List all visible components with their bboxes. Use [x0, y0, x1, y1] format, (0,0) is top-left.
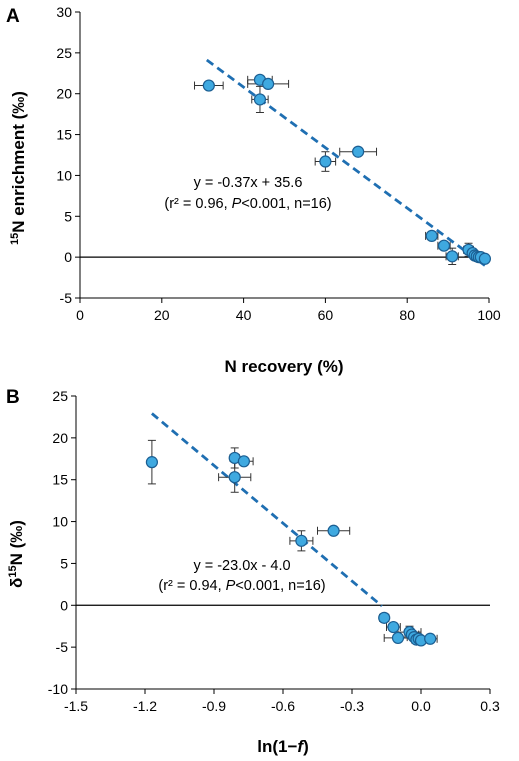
panel-b-x-tick-label: -0.6 — [271, 698, 295, 714]
panel-b-y-tick-label: 10 — [52, 514, 68, 530]
panel-b-x-label-f: f — [297, 737, 305, 756]
panel-b-x-tick-label: -1.5 — [64, 698, 88, 714]
panel-b-data-point — [145, 456, 158, 469]
panel-b-y-tick-label: 15 — [52, 472, 68, 488]
panel-a-y-tick-label: 30 — [56, 4, 72, 20]
panel-b-equation: y = -23.0x - 4.0 — [193, 558, 290, 574]
panel-b-x-tick-label: -1.2 — [133, 698, 157, 714]
panel-b-y-label-super: 15 — [7, 565, 19, 577]
panel-a-y-tick-label: 0 — [64, 249, 72, 265]
panel-b-y-tick-label: -10 — [48, 681, 68, 697]
panel-b-x-tick-label: -0.9 — [202, 698, 226, 714]
panel-b-y-tick-label: 20 — [52, 430, 68, 446]
panel-b-data-point — [424, 632, 437, 645]
panel-a-x-tick-label: 60 — [318, 307, 334, 323]
panel-a-y-tick-label: 5 — [64, 208, 72, 224]
panel-a-stats-part-2: <0.001, n=16) — [241, 196, 331, 212]
panel-a-data-point — [437, 239, 451, 252]
panel-b-y-tick-label: -5 — [56, 639, 69, 655]
panel-b-x-label-part-2: ) — [303, 737, 309, 756]
panel-a-equation: y = -0.37x + 35.6 — [194, 175, 303, 191]
panel-b-stats-part-1: (r² = 0.94, — [158, 578, 225, 594]
panel-a-data-point — [425, 229, 438, 242]
panel-a-data-point — [478, 252, 492, 265]
panel-b-label: B — [6, 387, 20, 408]
panel-a-x-tick-label: 0 — [76, 307, 84, 323]
panel-a-y-tick-label: 10 — [56, 167, 72, 183]
panel-b-y-tick-label: 0 — [60, 597, 68, 613]
panel-a-y-tick-label: 20 — [56, 86, 72, 102]
panel-b-data-point — [237, 455, 250, 468]
panel-a-data-point — [253, 93, 267, 106]
panel-b-y-tick-label: 25 — [52, 388, 68, 404]
panel-a-stats-p: P — [232, 196, 242, 212]
panel-a-y-axis-label: 15N enrichment (‰) — [9, 91, 28, 245]
panel-b-y-label-prefix: δ — [7, 578, 26, 588]
panel-b-data-point — [378, 611, 391, 624]
panel-a-y-tick-label: 25 — [56, 45, 72, 61]
panel-a-label: A — [6, 6, 20, 27]
panel-b-x-tick-label: 0.3 — [480, 698, 500, 714]
panel-a-y-label-main: N enrichment (‰) — [9, 91, 28, 233]
panel-a-x-axis-label: N recovery (%) — [224, 357, 343, 376]
panel-b-x-label-part-1: ln(1− — [257, 737, 297, 756]
panel-b-stats: (r² = 0.94, P<0.001, n=16) — [158, 578, 325, 594]
panel-a-y-tick-label: -5 — [60, 290, 73, 306]
panel-b-y-tick-label: 5 — [60, 555, 68, 571]
panel-b-x-axis-label: ln(1−f) — [257, 737, 309, 756]
panel-a-x-tick-label: 40 — [236, 307, 252, 323]
panel-b-data-point — [295, 534, 308, 547]
panel-a-data-point — [202, 79, 215, 92]
panel-b-data-point — [387, 620, 400, 634]
panel-b-data-point — [327, 524, 340, 537]
panel-a-stats-part-1: (r² = 0.96, — [164, 196, 231, 212]
panel-a-y-label-super: 15 — [9, 233, 21, 245]
panel-a-fit-line — [205, 58, 486, 267]
panel-a-data-point — [446, 250, 459, 263]
panel-b-y-label-main: N (‰) — [7, 520, 26, 565]
panel-a-data-point — [352, 145, 365, 158]
panel-b-x-tick-label: -0.3 — [340, 698, 364, 714]
panel-b-stats-p: P — [226, 578, 236, 594]
panel-a-x-tick-label: 100 — [477, 307, 501, 323]
panel-a-data-point — [319, 155, 332, 168]
panel-b-data-point — [391, 631, 405, 645]
panel-a-y-tick-label: 15 — [56, 127, 72, 143]
panel-a-x-tick-label: 80 — [399, 307, 415, 323]
panel-a-data-point — [262, 77, 275, 91]
panel-b-fit-line — [151, 412, 383, 608]
panel-b-y-axis-label: δ15N (‰) — [7, 520, 26, 588]
panel-b-plot: -10 -5 0 5 10 15 20 25 -1.5 -1.2 -0.9 -0.6 -0.3 0.0 0.… — [48, 388, 500, 714]
panel-b-x-tick-label: 0.0 — [411, 698, 431, 714]
panel-b-data-point — [228, 471, 241, 484]
panel-a-x-tick-label: 20 — [154, 307, 170, 323]
panel-a-stats: (r² = 0.96, P<0.001, n=16) — [164, 196, 331, 212]
panel-b-stats-part-2: <0.001, n=16) — [235, 578, 325, 594]
